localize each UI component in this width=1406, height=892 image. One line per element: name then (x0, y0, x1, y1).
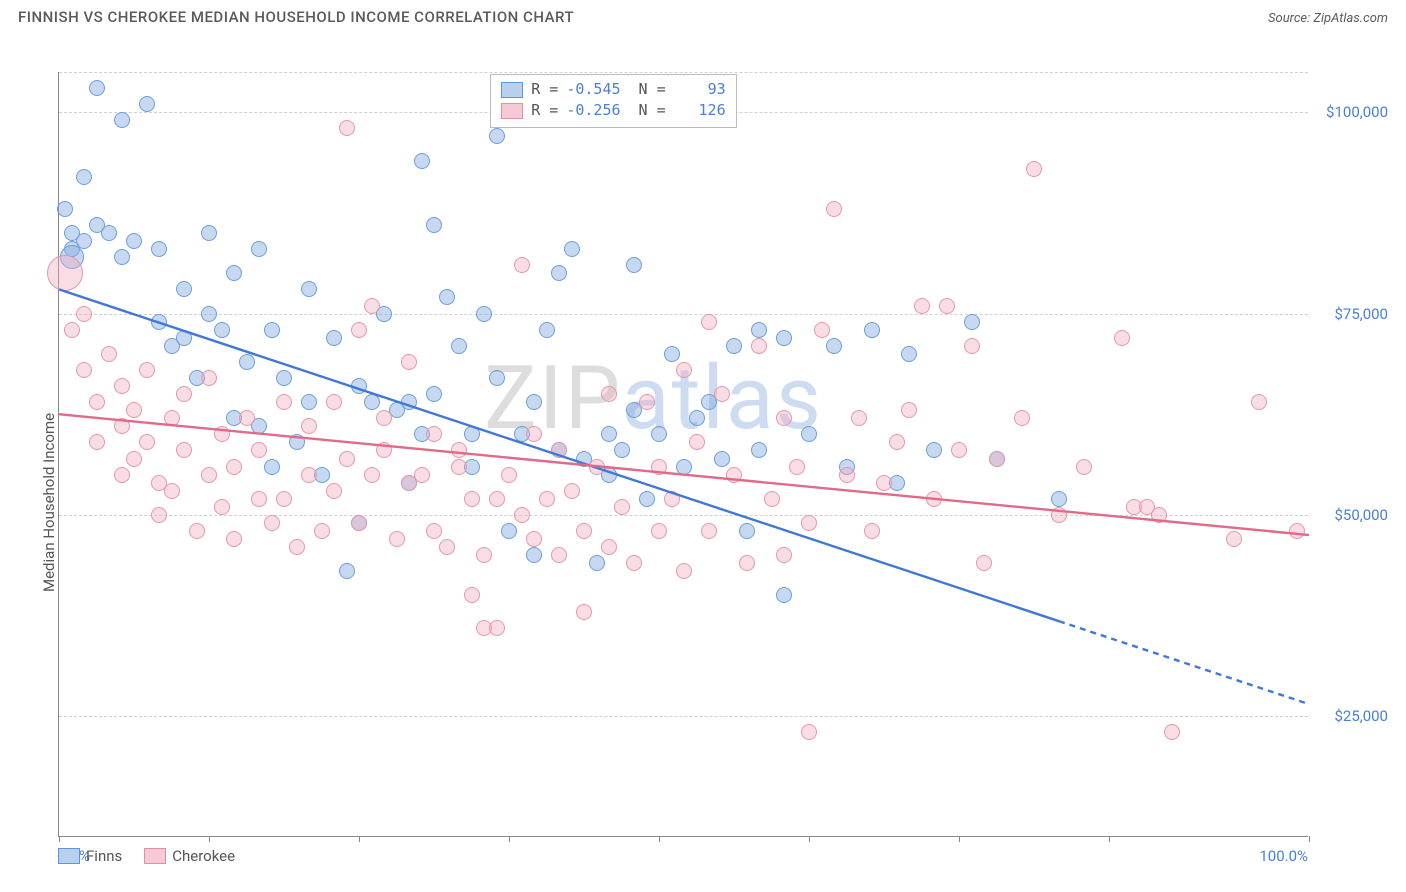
legend-swatch (58, 848, 80, 864)
yaxis-tick-label: $100,000 (1316, 103, 1388, 121)
legend-swatch (144, 848, 166, 864)
chart-title: FINNISH VS CHEROKEE MEDIAN HOUSEHOLD INC… (18, 8, 574, 26)
yaxis-tick-label: $25,000 (1316, 707, 1388, 725)
chart-area: $25,000$50,000$75,000$100,000ZIPatlasR =… (18, 32, 1388, 887)
yaxis-tick-label: $50,000 (1316, 506, 1388, 524)
legend-stats-row: R =-0.256N =126 (501, 100, 725, 121)
xaxis-row: 0.0%FinnsCherokee100.0% (58, 847, 1308, 865)
plot-region: $25,000$50,000$75,000$100,000ZIPatlasR =… (58, 72, 1308, 837)
legend-stats: R =-0.545N =93R =-0.256N =126 (490, 74, 736, 128)
xaxis-max-label: 100.0% (1259, 847, 1308, 865)
yaxis-title: Median Household Income (40, 413, 58, 592)
trend-lines (59, 72, 1309, 837)
legend-swatch (501, 82, 523, 98)
xaxis-tick (1309, 836, 1310, 842)
legend-series-label: Finns (86, 847, 122, 865)
legend-series-label: Cherokee (172, 847, 235, 865)
legend-swatch (501, 103, 523, 119)
legend-series-item: Finns (58, 847, 122, 865)
legend-series-item: Cherokee (144, 847, 235, 865)
chart-header: FINNISH VS CHEROKEE MEDIAN HOUSEHOLD INC… (0, 0, 1406, 32)
yaxis-tick-label: $75,000 (1316, 305, 1388, 323)
chart-source: Source: ZipAtlas.com (1268, 11, 1388, 26)
legend-stats-row: R =-0.545N =93 (501, 79, 725, 100)
legend-series: Finns Cherokee (58, 847, 235, 865)
